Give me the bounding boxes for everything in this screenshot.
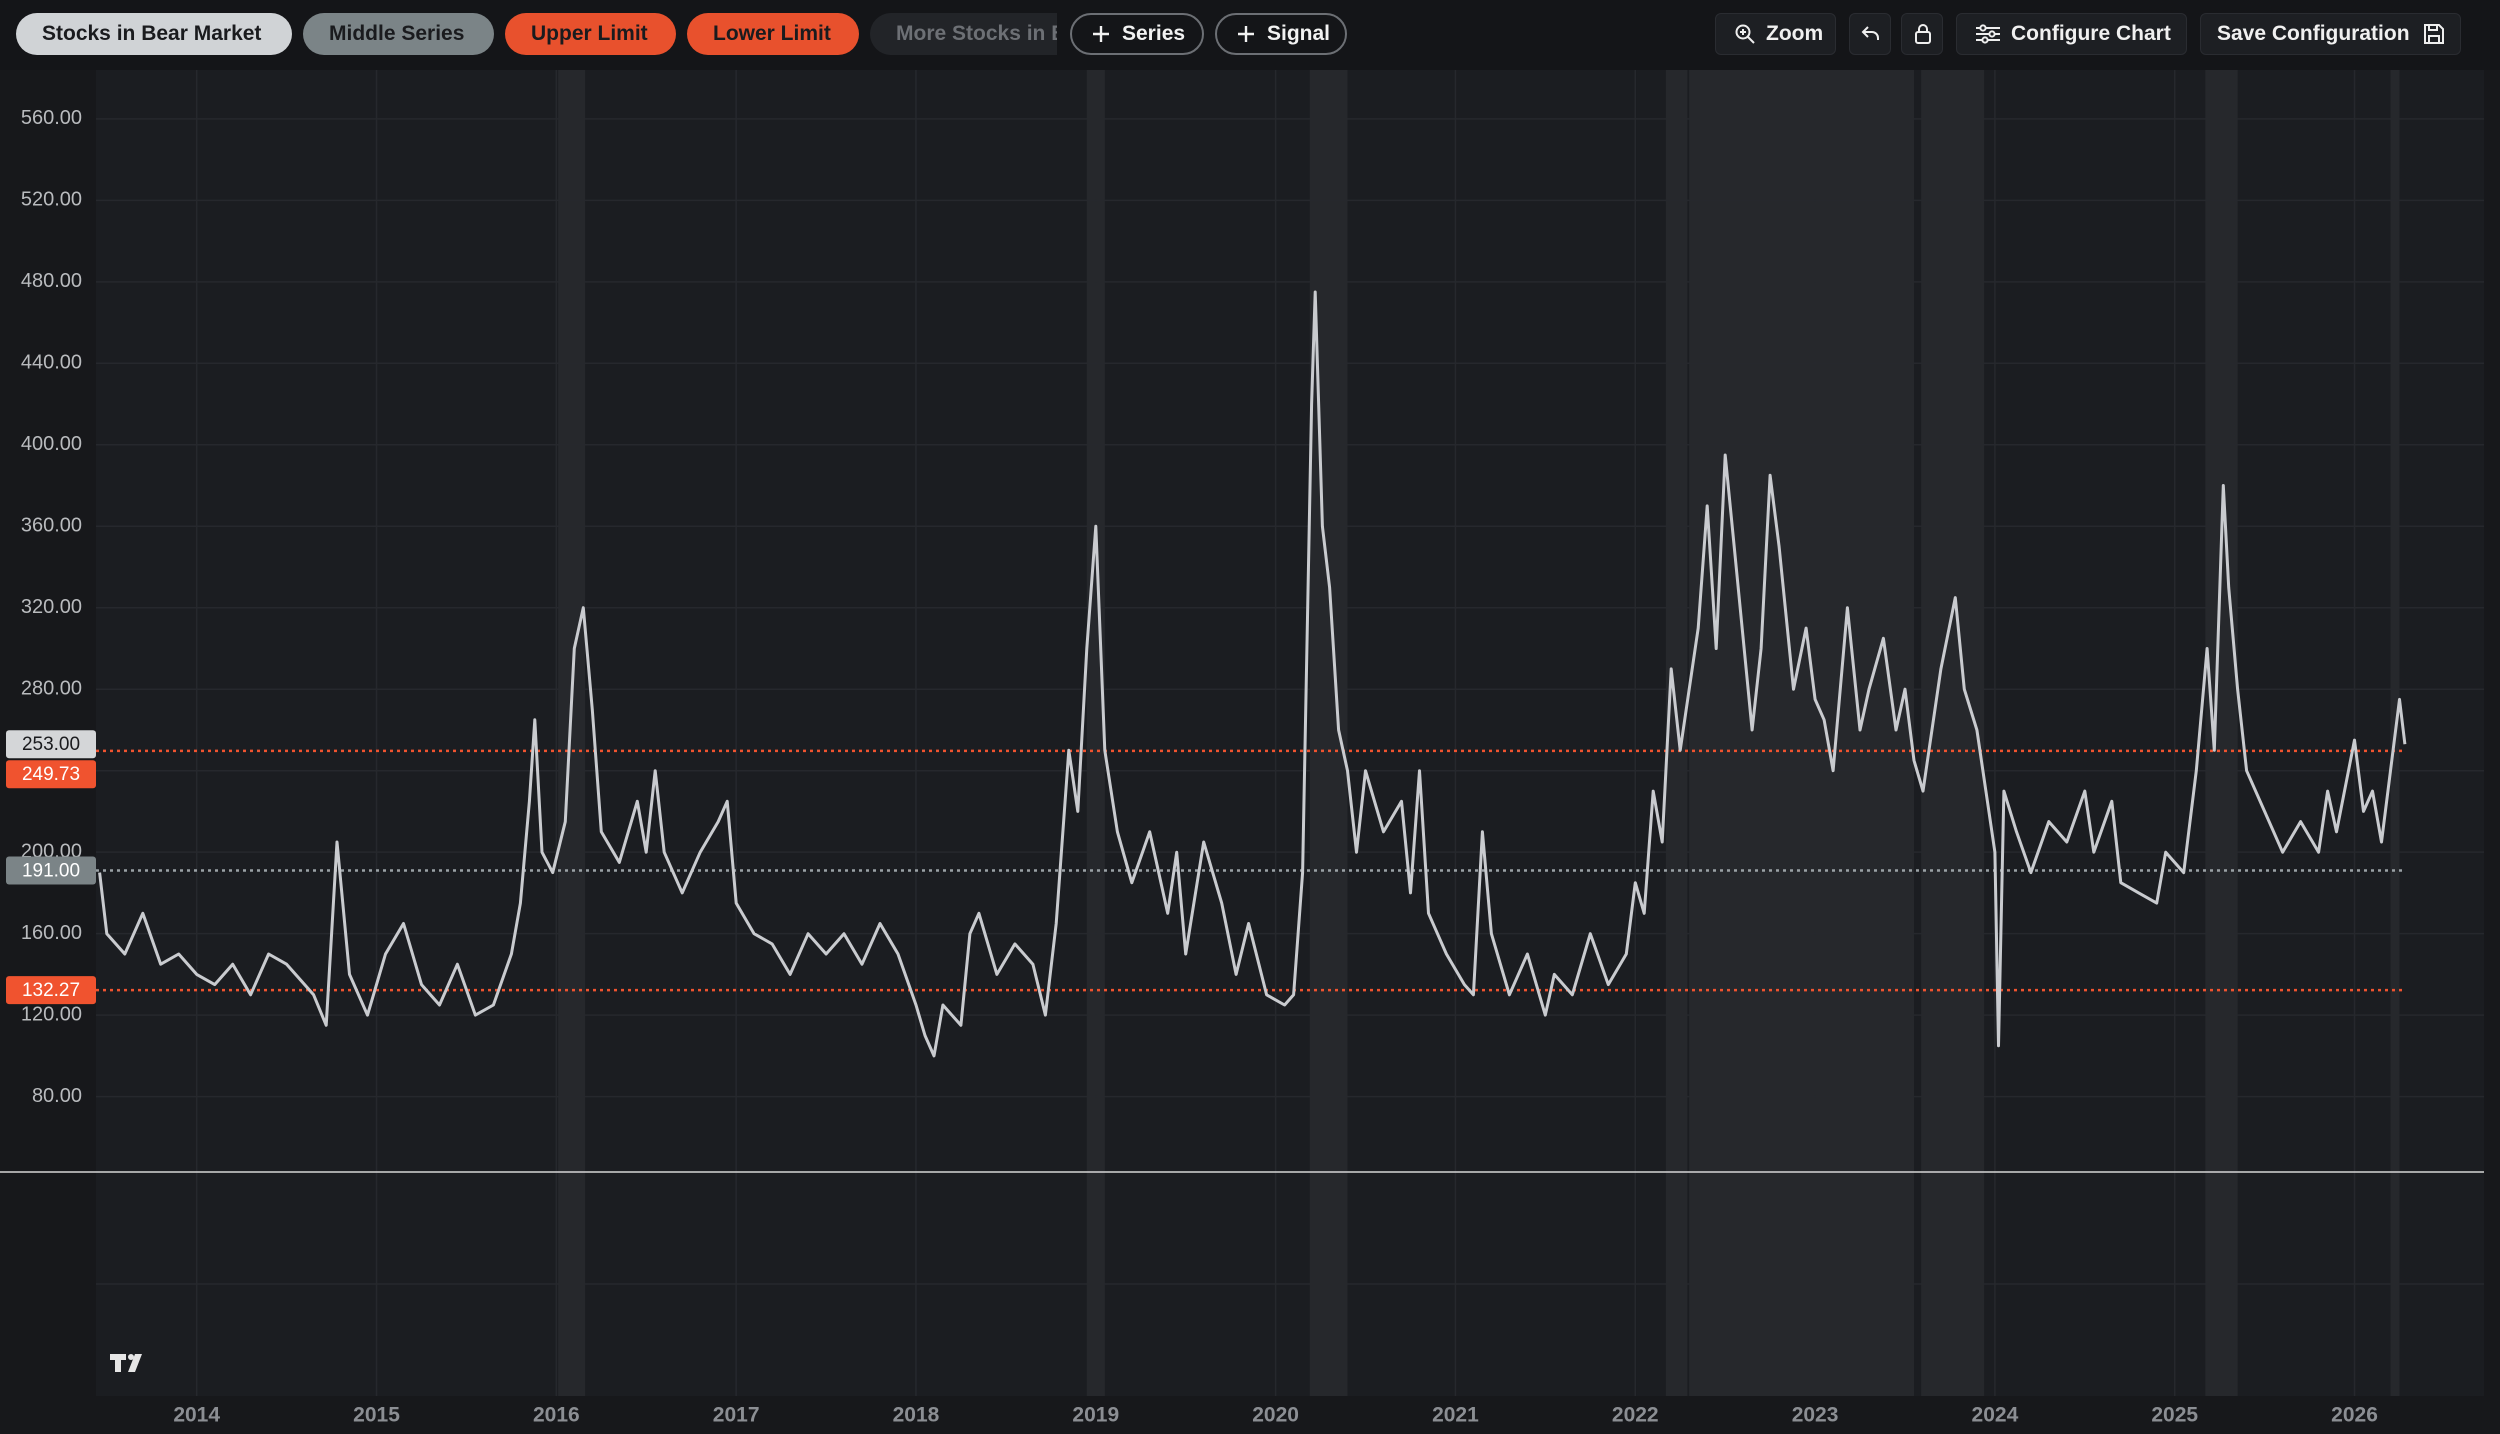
- legend-series[interactable]: Stocks in Bear Market: [16, 13, 292, 55]
- button-label: Save Configuration: [2217, 22, 2410, 45]
- zoom-icon: [1735, 24, 1755, 44]
- plus-icon: [1093, 26, 1109, 42]
- y-tick-label: 320.00: [21, 596, 82, 618]
- y-tick-label: 520.00: [21, 189, 82, 211]
- x-tick-label: 2021: [1432, 1404, 1479, 1427]
- x-tick-label: 2024: [1972, 1404, 2019, 1427]
- shaded-range: [1309, 70, 1348, 1396]
- current-value-tag-label: 253.00: [22, 734, 80, 755]
- y-tick-label: 360.00: [21, 515, 82, 537]
- x-tick-label: 2016: [533, 1404, 580, 1427]
- level-tag: [6, 976, 96, 1005]
- legend-level[interactable]: Lower Limit: [687, 13, 859, 55]
- legend-level[interactable]: Upper Limit: [505, 13, 676, 55]
- series-line: [98, 290, 2407, 1058]
- y-tick-label: 280.00: [21, 678, 82, 700]
- x-tick-label: 2022: [1612, 1404, 1659, 1427]
- lock-button[interactable]: [1901, 13, 1943, 55]
- shaded-range: [558, 70, 586, 1396]
- level-tag: [6, 760, 96, 789]
- x-tick-label: 2020: [1252, 1404, 1299, 1427]
- level-tag-label: 132.27: [22, 980, 80, 1001]
- shaded-range: [1665, 70, 1688, 1396]
- undo-button[interactable]: [1849, 13, 1891, 55]
- button-label: Signal: [1267, 22, 1331, 45]
- lock-icon: [1915, 24, 1931, 44]
- undo-icon: [1861, 26, 1879, 40]
- button-label: Series: [1122, 22, 1186, 45]
- x-axis-strip: [0, 1396, 2500, 1434]
- settings-icon: [1976, 24, 2000, 44]
- level-tag: [6, 856, 96, 885]
- button-label: Zoom: [1766, 22, 1824, 45]
- current-value-tag: [6, 730, 96, 759]
- x-tick-label: 2018: [893, 1404, 940, 1427]
- y-tick-label: 400.00: [21, 433, 82, 455]
- logo: [110, 1354, 142, 1372]
- add-series-button[interactable]: Series: [1070, 13, 1204, 55]
- level-tag-label: 191.00: [22, 861, 80, 882]
- x-tick-label: 2015: [353, 1404, 400, 1427]
- y-tick-label: 120.00: [21, 1003, 82, 1025]
- shaded-range: [1689, 70, 1914, 1396]
- x-tick-label: 2025: [2151, 1404, 2198, 1427]
- legend-level[interactable]: Middle Series: [303, 13, 494, 55]
- y-tick-label: 560.00: [21, 107, 82, 129]
- x-tick-label: 2019: [1072, 1404, 1119, 1427]
- chart: 2014 2015 2016 2017 2018 2019 2020 2021 2022 2023…: [0, 70, 2500, 1434]
- y-tick-label: 440.00: [21, 352, 82, 374]
- y-tick-label: 160.00: [21, 922, 82, 944]
- add-signal-button[interactable]: Signal: [1215, 13, 1347, 55]
- x-tick-label: 2023: [1792, 1404, 1839, 1427]
- x-tick-label: 2014: [173, 1404, 220, 1427]
- x-tick-label: 2017: [713, 1404, 760, 1427]
- zoom-button[interactable]: Zoom: [1715, 13, 1836, 55]
- shaded-range: [2205, 70, 2238, 1396]
- configure-button[interactable]: Configure Chart: [1956, 13, 2187, 55]
- x-tick-label: 2026: [2331, 1404, 2378, 1427]
- toolbar: Stocks in Bear Market Middle Series Uppe…: [0, 0, 2500, 70]
- y-tick-label: 480.00: [21, 270, 82, 292]
- level-tag-label: 249.73: [22, 764, 80, 785]
- y-tick-label: 80.00: [32, 1085, 82, 1107]
- button-label: Configure Chart: [2011, 22, 2171, 45]
- save-button[interactable]: Save Configuration: [2200, 13, 2461, 55]
- plot-background: [96, 70, 2484, 1396]
- save-icon: [2424, 24, 2444, 44]
- legend-more[interactable]: More Stocks in Be: [870, 13, 1057, 55]
- plus-icon: [1238, 26, 1254, 42]
